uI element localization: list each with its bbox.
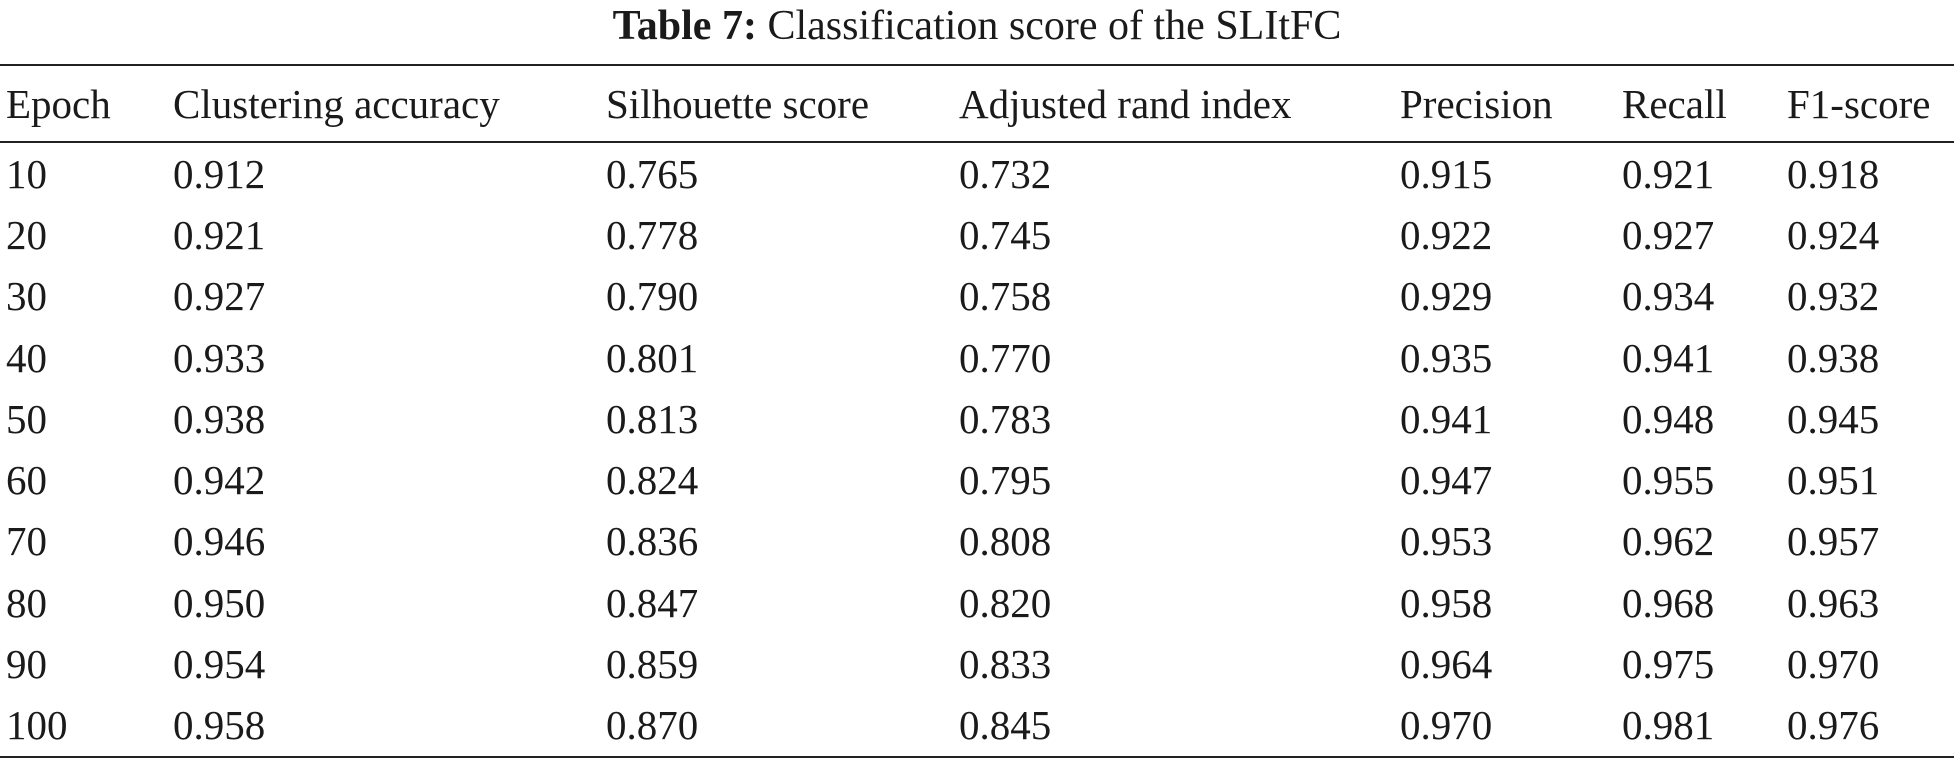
table-cell-recall: 0.975	[1622, 641, 1715, 688]
table-cell-adjusted-rand-index: 0.783	[959, 395, 1052, 442]
table-cell-recall: 0.962	[1622, 518, 1715, 565]
table-body: 10 0.912 0.765 0.732 0.915 0.921 0.918 20 0.921 0…	[0, 142, 1954, 758]
table-cell-precision: 0.953	[1400, 518, 1493, 565]
table-cell-silhouette-score: 0.813	[606, 395, 699, 442]
table-cell-silhouette-score: 0.859	[606, 641, 699, 688]
table-cell-epoch: 50	[6, 395, 47, 442]
table-cell-precision: 0.947	[1400, 457, 1493, 504]
table-cell-silhouette-score: 0.836	[606, 518, 699, 565]
table-cell-clustering-accuracy: 0.933	[173, 334, 266, 381]
table-row: 40 0.933 0.801 0.770 0.935 0.941 0.938	[0, 327, 1954, 388]
table-cell-adjusted-rand-index: 0.808	[959, 518, 1052, 565]
table-cell-adjusted-rand-index: 0.745	[959, 211, 1052, 258]
table-cell-f1-score: 0.938	[1787, 334, 1880, 381]
table-row: 10 0.912 0.765 0.732 0.915 0.921 0.918	[0, 142, 1954, 204]
table-caption: Table 7: Classification score of the SLI…	[0, 0, 1954, 56]
table-row: 100 0.958 0.870 0.845 0.970 0.981 0.976	[0, 694, 1954, 758]
table-cell-recall: 0.941	[1622, 334, 1715, 381]
table-cell-epoch: 20	[6, 211, 47, 258]
results-table-container: Epoch Clustering accuracy Silhouette score…	[0, 64, 1954, 758]
table-cell-precision: 0.922	[1400, 211, 1493, 258]
table-cell-precision: 0.970	[1394, 694, 1616, 758]
table-cell-clustering-accuracy: 0.912	[173, 150, 266, 197]
table-cell-epoch: 80	[6, 579, 47, 626]
table-cell-silhouette-score: 0.870	[600, 694, 953, 758]
table-cell-f1-score: 0.976	[1781, 694, 1954, 758]
table-cell-precision: 0.941	[1400, 395, 1493, 442]
table-cell-clustering-accuracy: 0.942	[173, 457, 266, 504]
table-row: 50 0.938 0.813 0.783 0.941 0.948 0.945	[0, 388, 1954, 449]
table-row: 70 0.946 0.836 0.808 0.953 0.962 0.957	[0, 511, 1954, 572]
table-row: 30 0.927 0.790 0.758 0.929 0.934 0.932	[0, 266, 1954, 327]
table-cell-recall: 0.934	[1622, 273, 1715, 320]
table-cell-recall: 0.921	[1622, 150, 1715, 197]
table-cell-precision: 0.958	[1400, 579, 1493, 626]
table-cell-recall: 0.981	[1616, 694, 1781, 758]
column-header-clustering-accuracy: Clustering accuracy	[167, 64, 600, 143]
table-cell-adjusted-rand-index: 0.758	[959, 273, 1052, 320]
table-cell-f1-score: 0.957	[1787, 518, 1880, 565]
table-cell-recall: 0.955	[1622, 457, 1715, 504]
table-cell-f1-score: 0.945	[1787, 395, 1880, 442]
table-header-row: Epoch Clustering accuracy Silhouette score…	[0, 64, 1954, 143]
table-cell-f1-score: 0.918	[1787, 150, 1880, 197]
table-cell-epoch: 90	[6, 641, 47, 688]
table-cell-precision: 0.935	[1400, 334, 1493, 381]
table-cell-precision: 0.929	[1400, 273, 1493, 320]
table-cell-f1-score: 0.924	[1787, 211, 1880, 258]
table-cell-recall: 0.948	[1622, 395, 1715, 442]
table-caption-label: Table 7:	[612, 3, 757, 49]
column-header-silhouette-score: Silhouette score	[600, 64, 953, 143]
table-cell-clustering-accuracy: 0.927	[173, 273, 266, 320]
table-cell-adjusted-rand-index: 0.845	[953, 694, 1394, 758]
table-cell-adjusted-rand-index: 0.820	[959, 579, 1052, 626]
table-cell-adjusted-rand-index: 0.833	[959, 641, 1052, 688]
table-cell-epoch: 60	[6, 457, 47, 504]
table-row: 90 0.954 0.859 0.833 0.964 0.975 0.970	[0, 633, 1954, 694]
table-cell-precision: 0.964	[1400, 641, 1493, 688]
results-table: Epoch Clustering accuracy Silhouette score…	[0, 64, 1954, 758]
table-cell-clustering-accuracy: 0.946	[173, 518, 266, 565]
table-cell-clustering-accuracy: 0.921	[173, 211, 266, 258]
table-cell-epoch: 70	[6, 518, 47, 565]
table-cell-recall: 0.968	[1622, 579, 1715, 626]
table-cell-f1-score: 0.932	[1787, 273, 1880, 320]
table-cell-adjusted-rand-index: 0.770	[959, 334, 1052, 381]
column-header-recall: Recall	[1616, 64, 1781, 143]
table-cell-precision: 0.915	[1400, 150, 1493, 197]
table-cell-epoch: 40	[6, 334, 47, 381]
table-cell-clustering-accuracy: 0.950	[173, 579, 266, 626]
table-cell-epoch: 30	[6, 273, 47, 320]
table-cell-epoch: 10	[6, 150, 47, 197]
table-cell-f1-score: 0.963	[1787, 579, 1880, 626]
column-header-precision: Precision	[1394, 64, 1616, 143]
table-cell-clustering-accuracy: 0.958	[167, 694, 600, 758]
table-cell-clustering-accuracy: 0.938	[173, 395, 266, 442]
column-header-epoch: Epoch	[0, 64, 167, 143]
table-cell-silhouette-score: 0.801	[606, 334, 699, 381]
table-cell-silhouette-score: 0.824	[606, 457, 699, 504]
table-row: 20 0.921 0.778 0.745 0.922 0.927 0.924	[0, 204, 1954, 265]
table-cell-recall: 0.927	[1622, 211, 1715, 258]
table-cell-f1-score: 0.970	[1787, 641, 1880, 688]
table-cell-adjusted-rand-index: 0.795	[959, 457, 1052, 504]
table-cell-epoch: 100	[0, 694, 167, 758]
table-row: 80 0.950 0.847 0.820 0.958 0.968 0.963	[0, 572, 1954, 633]
table-cell-silhouette-score: 0.778	[606, 211, 699, 258]
table-cell-silhouette-score: 0.847	[606, 579, 699, 626]
table-cell-f1-score: 0.951	[1787, 457, 1880, 504]
table-cell-silhouette-score: 0.790	[606, 273, 699, 320]
column-header-f1-score: F1-score	[1781, 64, 1954, 143]
table-row: 60 0.942 0.824 0.795 0.947 0.955 0.951	[0, 449, 1954, 510]
column-header-adjusted-rand-index: Adjusted rand index	[953, 64, 1394, 143]
table-cell-clustering-accuracy: 0.954	[173, 641, 266, 688]
table-cell-silhouette-score: 0.765	[606, 150, 699, 197]
table-caption-text: Classification score of the SLItFC	[767, 3, 1342, 49]
table-cell-adjusted-rand-index: 0.732	[959, 150, 1052, 197]
